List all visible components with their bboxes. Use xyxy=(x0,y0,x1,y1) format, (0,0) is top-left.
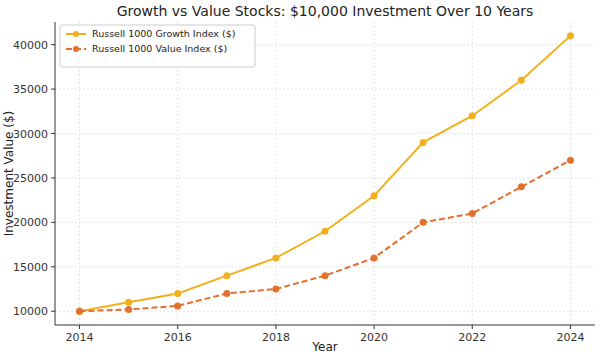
legend-label: Russell 1000 Growth Index ($) xyxy=(92,28,235,39)
tick-label: 2016 xyxy=(164,331,192,344)
grid-line xyxy=(472,22,473,325)
marker xyxy=(76,308,83,315)
grid-line xyxy=(570,22,571,325)
legend-box xyxy=(60,25,255,67)
marker xyxy=(174,302,181,309)
line xyxy=(80,160,571,311)
chart: 10000 15000 20000 25000 30000 35000 40000 2014 2… xyxy=(0,0,600,358)
marker xyxy=(469,112,476,119)
tick xyxy=(51,311,55,312)
legend-label: Russell 1000 Value Index ($) xyxy=(92,43,227,54)
marker xyxy=(371,254,378,261)
grid-line xyxy=(55,222,595,223)
tick xyxy=(51,133,55,134)
grid-line xyxy=(55,266,595,267)
legend-swatch xyxy=(73,46,79,52)
axis-label: Investment Value ($) xyxy=(2,111,16,237)
title: Growth vs Value Stocks: $10,000 Investme… xyxy=(117,3,534,19)
tick-label: 2022 xyxy=(458,331,486,344)
y-axis xyxy=(55,22,56,325)
marker xyxy=(125,299,132,306)
tick-label: 35000 xyxy=(13,83,48,96)
tick xyxy=(51,222,55,223)
marker xyxy=(272,254,279,261)
marker xyxy=(567,157,574,164)
x-axis xyxy=(55,325,595,326)
grid-line xyxy=(55,311,595,312)
marker xyxy=(223,272,230,279)
line xyxy=(80,36,571,311)
tick-label: 10000 xyxy=(13,305,48,318)
marker xyxy=(223,290,230,297)
grid-line xyxy=(275,22,276,325)
tick-label: 2020 xyxy=(360,331,388,344)
tick-label: 15000 xyxy=(13,261,48,274)
grid-line xyxy=(374,22,375,325)
grid-line xyxy=(55,177,595,178)
tick-label: 30000 xyxy=(13,128,48,141)
legend: Russell 1000 Growth Index ($) Russell 100… xyxy=(60,25,255,67)
plot-area xyxy=(76,32,574,314)
tick-label: 25000 xyxy=(13,172,48,185)
tick xyxy=(51,44,55,45)
marker xyxy=(518,77,525,84)
legend-swatch xyxy=(73,31,79,37)
marker xyxy=(125,306,132,313)
tick xyxy=(177,325,178,329)
tick xyxy=(51,266,55,267)
tick-label: 20000 xyxy=(13,216,48,229)
tick-label: 40000 xyxy=(13,39,48,52)
tick xyxy=(275,325,276,329)
tick xyxy=(79,325,80,329)
axis-label: Year xyxy=(311,340,337,354)
marker xyxy=(272,286,279,293)
marker xyxy=(567,32,574,39)
marker xyxy=(518,183,525,190)
tick-label: 2018 xyxy=(262,331,290,344)
marker xyxy=(420,139,427,146)
tick xyxy=(570,325,571,329)
marker xyxy=(76,308,83,315)
marker xyxy=(322,272,329,279)
grid-line xyxy=(55,133,595,134)
marker xyxy=(420,219,427,226)
tick xyxy=(51,89,55,90)
tick-label: 2014 xyxy=(66,331,94,344)
marker xyxy=(371,192,378,199)
marker xyxy=(469,210,476,217)
background xyxy=(0,0,600,358)
marker xyxy=(174,290,181,297)
tick xyxy=(472,325,473,329)
tick xyxy=(374,325,375,329)
tick-label: 2024 xyxy=(556,331,584,344)
marker xyxy=(322,228,329,235)
grid-line xyxy=(55,89,595,90)
tick xyxy=(51,177,55,178)
